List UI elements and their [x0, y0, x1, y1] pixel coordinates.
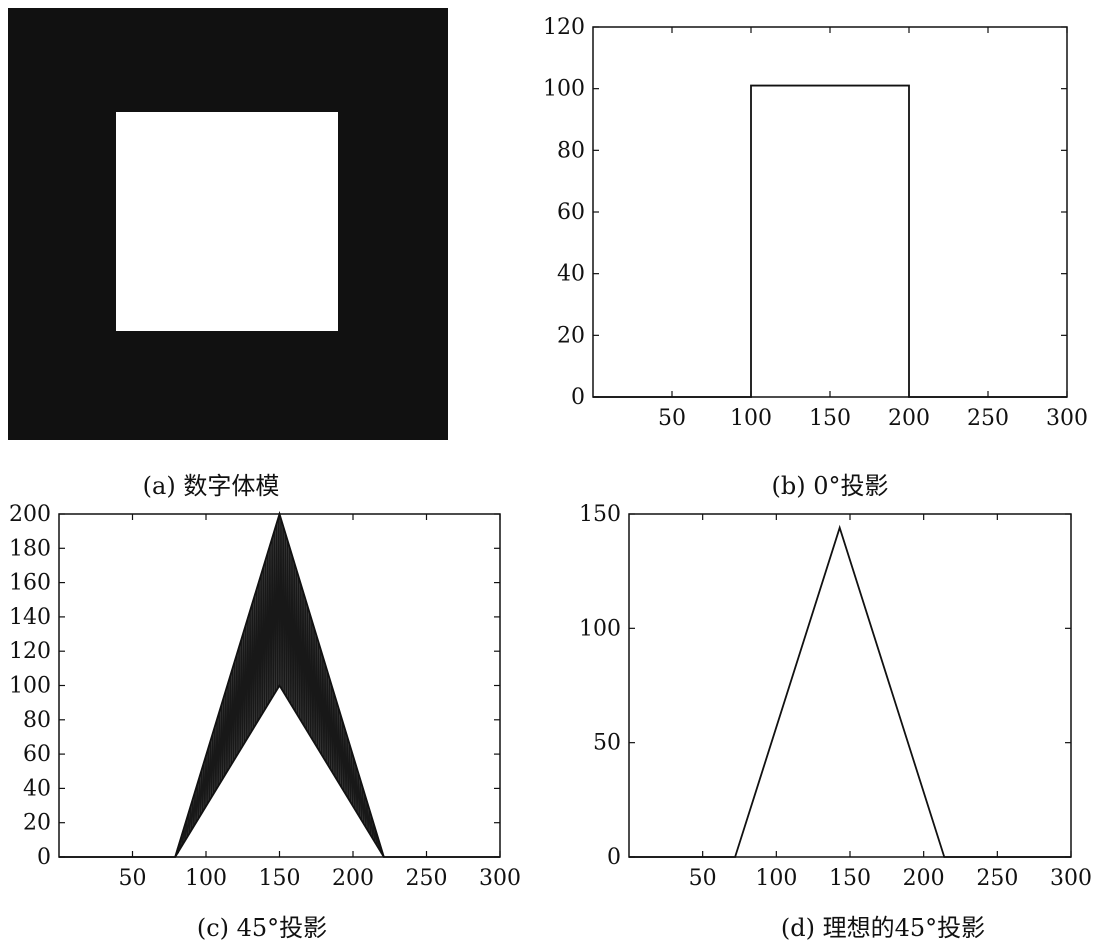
phantom-square [116, 112, 338, 331]
y-tick-label: 50 [593, 731, 621, 756]
y-tick-label: 60 [23, 742, 51, 767]
x-tick-label: 50 [689, 866, 717, 891]
y-tick-label: 0 [37, 845, 51, 870]
phantom-panel [8, 8, 448, 440]
caption-a: (a) 数字体模 [142, 472, 280, 500]
x-tick-label: 100 [185, 866, 227, 891]
x-tick-label: 200 [332, 866, 374, 891]
x-tick-label: 50 [119, 866, 147, 891]
y-tick-label: 20 [23, 811, 51, 836]
y-tick-label: 160 [9, 571, 51, 596]
x-tick-label: 300 [1050, 866, 1092, 891]
y-tick-label: 40 [557, 262, 585, 287]
y-tick-label: 100 [9, 674, 51, 699]
x-tick-label: 300 [479, 866, 521, 891]
y-tick-label: 150 [579, 502, 621, 527]
series-line-0 [629, 524, 1071, 858]
y-tick-label: 200 [9, 502, 51, 527]
x-tick-label: 250 [967, 406, 1009, 431]
series-line-0 [59, 510, 500, 858]
x-tick-label: 250 [976, 866, 1018, 891]
x-tick-label: 250 [406, 866, 448, 891]
phantom-image [8, 8, 448, 440]
y-tick-label: 100 [579, 616, 621, 641]
y-tick-label: 140 [9, 605, 51, 630]
caption-b: (b) 0°投影 [771, 472, 889, 500]
x-tick-label: 50 [658, 406, 686, 431]
x-tick-label: 200 [903, 866, 945, 891]
y-tick-label: 20 [557, 323, 585, 348]
x-tick-label: 100 [755, 866, 797, 891]
y-tick-label: 120 [9, 639, 51, 664]
y-tick-label: 60 [557, 200, 585, 225]
caption-c: (c) 45°投影 [196, 914, 328, 942]
x-tick-label: 100 [730, 406, 772, 431]
y-tick-label: 80 [557, 138, 585, 163]
series-line-0 [593, 84, 1067, 398]
plot-frame [628, 513, 1072, 858]
x-tick-label: 150 [259, 866, 301, 891]
y-tick-label: 0 [571, 385, 585, 410]
y-tick-label: 0 [607, 845, 621, 870]
y-tick-label: 40 [23, 776, 51, 801]
x-tick-label: 150 [809, 406, 851, 431]
series-line-1 [174, 683, 385, 858]
y-tick-label: 80 [23, 708, 51, 733]
y-tick-label: 120 [543, 15, 585, 40]
y-tick-label: 180 [9, 536, 51, 561]
x-tick-label: 150 [829, 866, 871, 891]
x-tick-label: 300 [1046, 406, 1088, 431]
x-tick-label: 200 [888, 406, 930, 431]
y-tick-label: 100 [543, 77, 585, 102]
caption-d: (d) 理想的45°投影 [780, 914, 986, 942]
